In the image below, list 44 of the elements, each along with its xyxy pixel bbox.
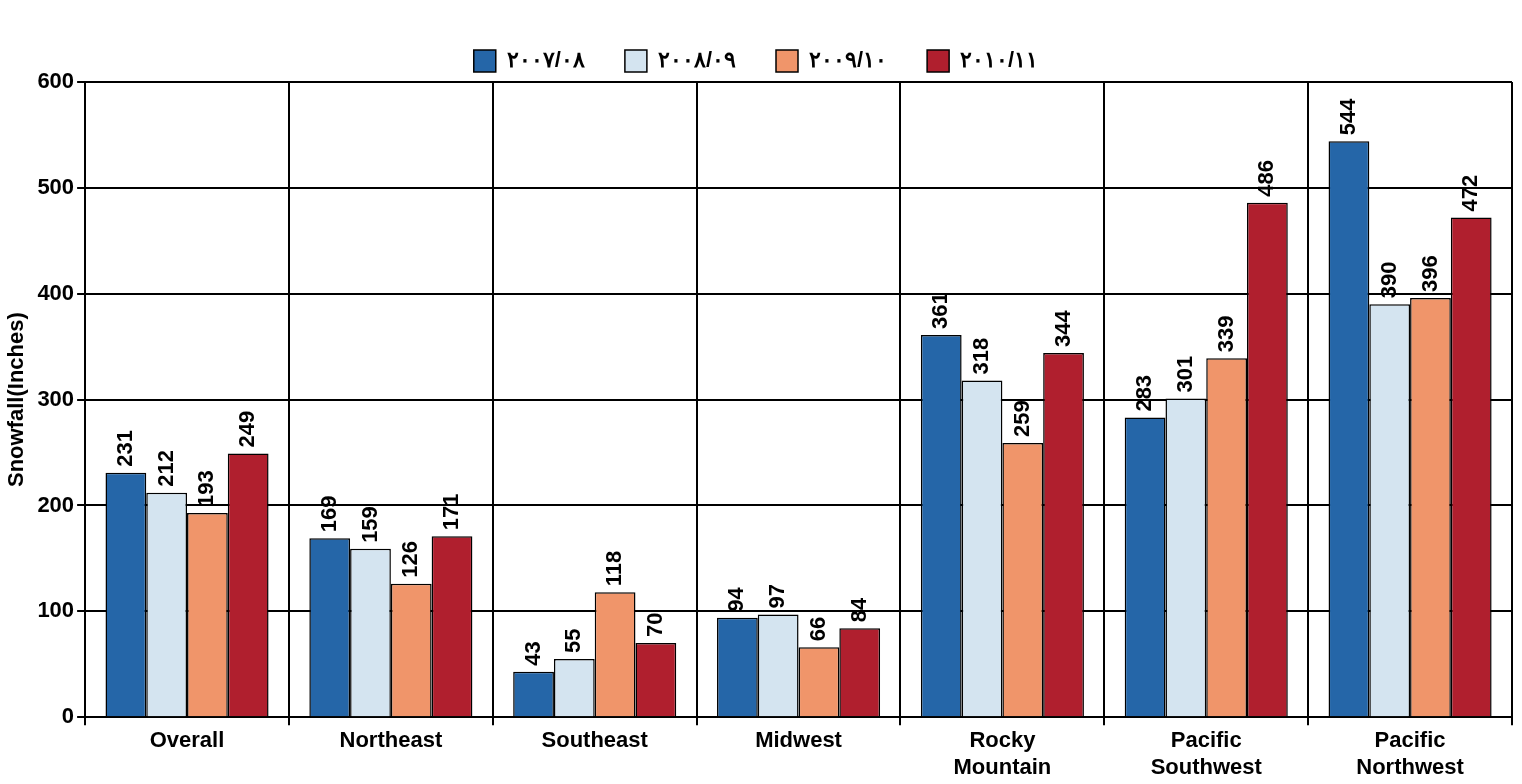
data-label: 301 bbox=[1171, 355, 1197, 393]
x-tick-label: Pacific Northwest bbox=[1356, 727, 1465, 779]
y-axis-title: Snowfall(Inches) bbox=[3, 312, 29, 487]
data-label: 396 bbox=[1416, 255, 1442, 292]
data-label: 361 bbox=[927, 292, 953, 330]
legend-label: ٢٠٠٩/١٠ bbox=[809, 47, 888, 73]
data-label: 55 bbox=[560, 628, 586, 653]
data-label: 283 bbox=[1131, 374, 1157, 412]
y-tick-label: 200 bbox=[37, 491, 75, 517]
y-tick-label: 400 bbox=[37, 279, 75, 305]
data-label: 70 bbox=[641, 612, 667, 638]
x-tick-label: Northeast bbox=[339, 727, 443, 753]
y-tick-label: 500 bbox=[37, 173, 75, 199]
x-tick-label: Southeast bbox=[541, 727, 649, 753]
legend-label: ٢٠١٠/١١ bbox=[960, 47, 1039, 73]
data-label: 249 bbox=[234, 410, 260, 448]
data-label: 66 bbox=[805, 616, 830, 642]
data-label: 212 bbox=[152, 450, 178, 487]
x-tick-label: Midwest bbox=[755, 727, 843, 753]
y-tick-label: 100 bbox=[37, 597, 75, 623]
data-label: 318 bbox=[968, 337, 994, 375]
data-label: 94 bbox=[723, 586, 749, 612]
data-label: 544 bbox=[1334, 97, 1360, 136]
data-label: 97 bbox=[764, 584, 790, 609]
y-tick-label: 0 bbox=[61, 703, 75, 729]
legend-label: ٢٠٠٧/٠٨ bbox=[506, 47, 585, 73]
x-tick-label: Pacific Southwest bbox=[1150, 727, 1263, 779]
data-label: 344 bbox=[1049, 309, 1075, 348]
data-label: 472 bbox=[1457, 174, 1483, 212]
data-label: 126 bbox=[397, 541, 423, 578]
y-tick-label: 300 bbox=[37, 385, 75, 411]
x-tick-label: Rocky Mountain bbox=[953, 727, 1052, 779]
data-label: 339 bbox=[1212, 315, 1238, 353]
data-label: 159 bbox=[356, 506, 382, 543]
legend-label: ٢٠٠٨/٠٩ bbox=[657, 47, 737, 73]
data-label: 171 bbox=[438, 493, 464, 531]
data-label: 84 bbox=[845, 597, 871, 623]
data-label: 118 bbox=[601, 550, 627, 587]
data-label: 193 bbox=[193, 470, 219, 507]
data-label: 231 bbox=[111, 429, 137, 467]
data-label: 43 bbox=[519, 641, 545, 666]
data-label: 259 bbox=[1008, 400, 1034, 438]
y-tick-label: 600 bbox=[37, 68, 75, 94]
x-tick-label: Overall bbox=[149, 727, 225, 753]
